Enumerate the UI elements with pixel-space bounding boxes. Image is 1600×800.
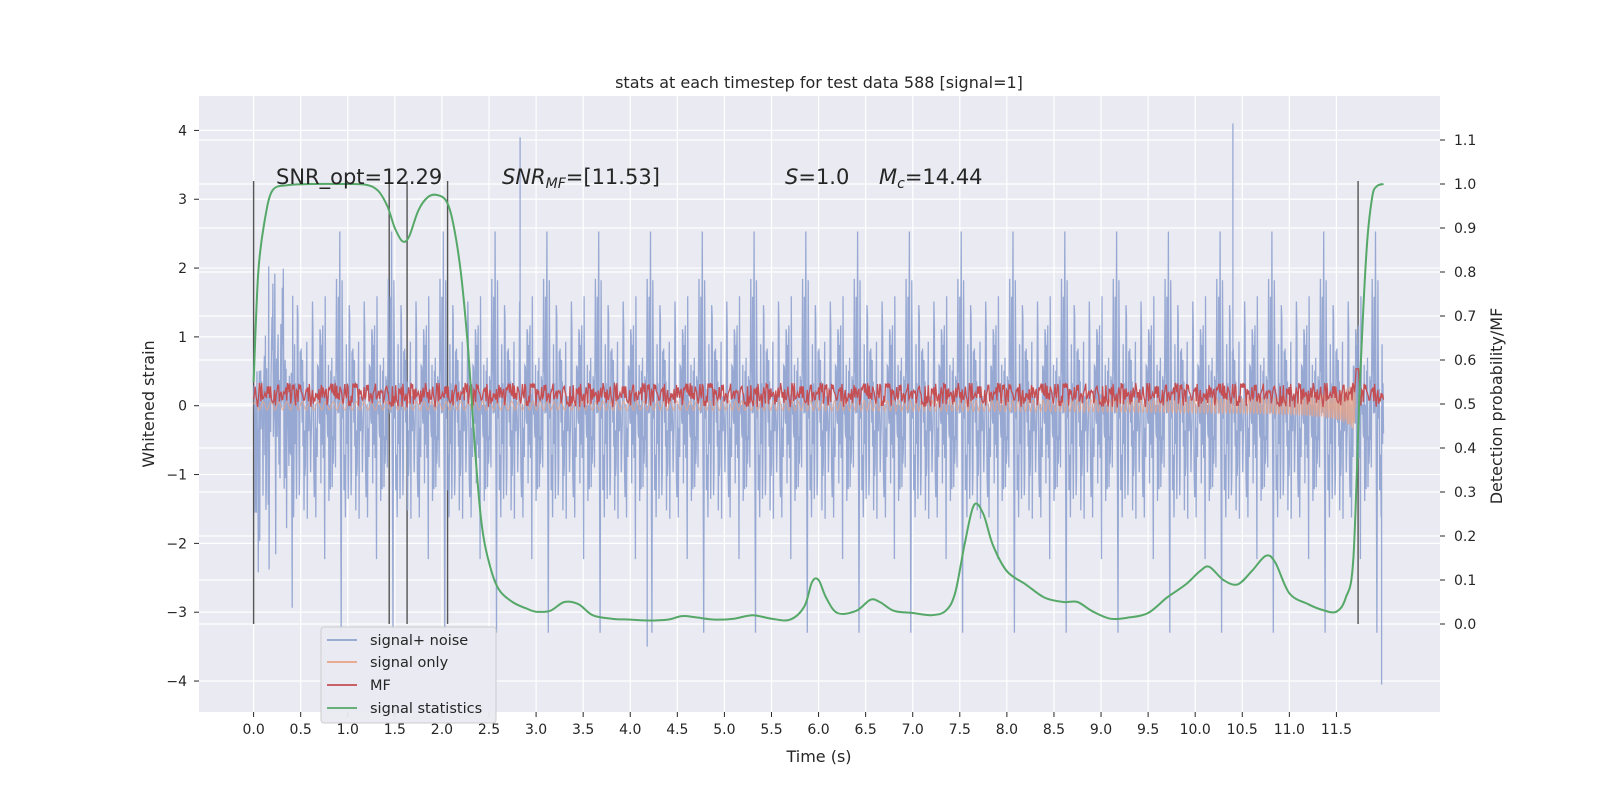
y2-tick-label: 0.6 — [1454, 353, 1476, 369]
y-tick-label: 1 — [178, 330, 187, 346]
y2-tick-label: 0.8 — [1454, 265, 1476, 281]
x-tick-label: 2.0 — [431, 722, 453, 738]
x-tick-label: 8.0 — [996, 722, 1018, 738]
x-tick-label: 4.0 — [619, 722, 641, 738]
x-tick-label: 3.0 — [525, 722, 547, 738]
y-tick-label: −4 — [166, 674, 187, 690]
y2-axis-label: Detection probability/MF — [1487, 308, 1506, 505]
y-tick-label: −1 — [166, 468, 187, 484]
x-tick-label: 11.0 — [1274, 722, 1305, 738]
x-tick-label: 5.0 — [713, 722, 735, 738]
x-tick-label: 7.5 — [949, 722, 971, 738]
y2-tick-label: 0.2 — [1454, 529, 1476, 545]
x-tick-label: 4.5 — [666, 722, 688, 738]
y2-tick-label: 0.7 — [1454, 309, 1476, 325]
x-tick-label: 0.0 — [242, 722, 264, 738]
signal-noise-line — [252, 123, 1385, 685]
annotation-snr-opt: SNR_opt=12.29 — [276, 165, 442, 190]
x-tick-label: 2.5 — [478, 722, 500, 738]
legend-label-mf: MF — [370, 678, 391, 694]
annotation-s: S=1.0 — [785, 165, 849, 189]
x-tick-label: 5.5 — [760, 722, 782, 738]
y2-tick-label: 1.0 — [1454, 177, 1476, 193]
x-tick-label: 9.0 — [1090, 722, 1112, 738]
y2-tick-label: 0.3 — [1454, 485, 1476, 501]
x-tick-label: 0.5 — [290, 722, 312, 738]
x-tick-label: 1.0 — [337, 722, 359, 738]
y2-tick-label: 0.9 — [1454, 221, 1476, 237]
chart-title: stats at each timestep for test data 588… — [615, 73, 1023, 92]
x-tick-label: 6.5 — [855, 722, 877, 738]
y2-tick-label: 0.5 — [1454, 397, 1476, 413]
y-tick-label: 3 — [178, 192, 187, 208]
legend-label-stats: signal statistics — [370, 701, 482, 717]
legend: signal+ noise signal only MF signal stat… — [320, 626, 497, 724]
x-tick-label: 10.0 — [1180, 722, 1211, 738]
series-signal-noise — [252, 123, 1385, 685]
y-axis-label: Whitened strain — [139, 340, 158, 467]
x-axis-label: Time (s) — [785, 747, 851, 766]
series-mf — [252, 368, 1385, 408]
legend-label-signal: signal only — [370, 655, 449, 671]
y-tick-label: 4 — [178, 123, 187, 139]
y-tick-label: −3 — [166, 605, 187, 621]
x-tick-label: 3.5 — [572, 722, 594, 738]
y2-tick-label: 1.1 — [1454, 133, 1476, 149]
y2-axis-ticks: 1.1 1.0 0.9 0.8 0.7 0.6 0.5 0.4 0.3 0.2 0.1 0.0 — [1440, 133, 1476, 633]
y-axis-ticks: 4 3 2 1 0 −1 −2 −3 −4 — [166, 123, 199, 690]
y-tick-label: −2 — [166, 536, 187, 552]
x-axis-ticks: 0.0 0.5 1.0 1.5 2.0 2.5 3.0 3.5 4.0 4.5 5.0 5.5 6.0 6… — [242, 712, 1352, 738]
y2-tick-label: 0.4 — [1454, 441, 1476, 457]
y-tick-label: 0 — [178, 399, 187, 415]
x-tick-label: 9.5 — [1137, 722, 1159, 738]
x-tick-label: 1.5 — [384, 722, 406, 738]
x-tick-label: 6.0 — [807, 722, 829, 738]
x-tick-label: 10.5 — [1227, 722, 1258, 738]
x-tick-label: 7.0 — [902, 722, 924, 738]
x-tick-label: 8.5 — [1043, 722, 1065, 738]
y-tick-label: 2 — [178, 261, 187, 277]
legend-box — [320, 626, 497, 724]
y2-tick-label: 0.0 — [1454, 617, 1476, 633]
legend-label-noise: signal+ noise — [370, 633, 468, 649]
annotation-snr-mf: SNRMF=[11.53] — [502, 165, 660, 192]
y2-tick-label: 0.1 — [1454, 573, 1476, 589]
annotation-mc: Mc=14.44 — [879, 165, 983, 192]
signal-statistics-line — [252, 182, 1384, 622]
series-signal-statistics — [252, 182, 1384, 622]
mf-line — [252, 368, 1385, 408]
x-tick-label: 11.5 — [1321, 722, 1352, 738]
